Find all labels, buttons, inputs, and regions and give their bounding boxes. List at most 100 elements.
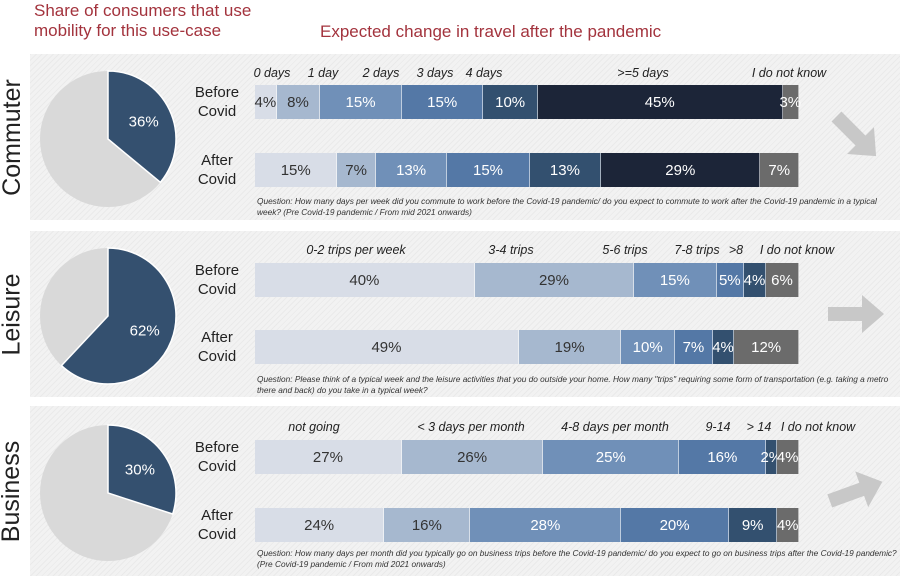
question-text: Question: How many days per month did yo… — [257, 548, 897, 569]
row-label-line: Before — [194, 439, 240, 456]
bar-value-label: 45% — [644, 93, 675, 111]
stacked-bar: 4% 8% 15% 15% 10% 45% 3% — [255, 85, 801, 119]
bar-segment: 13% — [375, 153, 448, 187]
bar-segment: 12% — [734, 330, 799, 364]
pie-value-label: 62% — [129, 322, 160, 340]
bar-value-label: 25% — [595, 448, 626, 466]
category-label: < 3 days per month — [417, 420, 525, 434]
bar-segment: 15% — [320, 85, 402, 119]
bar-value-label: 24% — [304, 516, 335, 534]
bar-value-label: 8% — [287, 93, 309, 111]
pie-slice-share — [60, 247, 177, 385]
category-label: 2 days — [362, 66, 400, 80]
bar-value-label: 3% — [779, 93, 802, 111]
bar-segment: 7% — [675, 330, 713, 364]
bar-segment: 10% — [621, 330, 676, 364]
category-label: > 14 — [746, 420, 772, 434]
pie-value-label: 36% — [128, 113, 159, 131]
bar-segment: 15% — [447, 153, 530, 187]
bar-value-label: 15% — [472, 161, 504, 179]
bar-segment: 40% — [255, 263, 475, 297]
bar-value-label: 20% — [659, 516, 690, 534]
row-label: After Covid — [188, 151, 246, 189]
category-label: >=5 days — [617, 66, 669, 80]
header-right-title: Expected change in travel after the pand… — [320, 22, 662, 41]
row-label: After Covid — [188, 328, 246, 366]
trend-arrow-icon — [831, 111, 877, 157]
bar-value-label: 15% — [345, 93, 376, 111]
bar-segment: 3% — [779, 85, 801, 119]
bar-value-label: 2% — [760, 448, 783, 466]
stacked-bar: 27% 26% 25% 16% 2% 4% — [255, 440, 799, 474]
stacked-bar: 15% 7% 13% 15% 13% 29% 7% — [255, 153, 799, 187]
header-left-title: Share of consumers that use mobility for… — [34, 1, 284, 41]
row-label: After Covid — [188, 506, 246, 544]
category-label: I do not know — [759, 243, 835, 257]
pie-chart — [40, 424, 177, 561]
category-label: 4 days — [465, 66, 503, 80]
bar-value-label: 15% — [280, 161, 311, 179]
pie-slice-share — [107, 70, 177, 184]
row-label-line: After — [201, 152, 233, 169]
category-label: 7-8 trips — [674, 243, 720, 257]
bar-segment: 28% — [470, 508, 622, 542]
bar-segment: 8% — [276, 85, 321, 119]
row-label: Before Covid — [188, 83, 246, 121]
bar-value-label: 6% — [771, 271, 793, 289]
bar-segment: 16% — [384, 508, 471, 542]
bar-value-label: 4% — [776, 516, 799, 534]
bar-segment: 16% — [679, 440, 767, 474]
bar-segment: 29% — [601, 153, 761, 187]
category-label: 1 day — [307, 66, 339, 80]
header-left-line2: mobility for this use-case — [34, 21, 222, 40]
category-label: 5-6 trips — [602, 243, 648, 257]
row-label: Before Covid — [188, 261, 246, 299]
row-label-line: After — [201, 329, 233, 346]
bar-value-label: 7% — [768, 161, 791, 179]
bar-segment: 7% — [337, 153, 376, 187]
bar-value-label: 26% — [457, 448, 488, 466]
bar-segment: 4% — [777, 508, 799, 542]
bar-segment: 25% — [543, 440, 680, 474]
bar-segment: 15% — [401, 85, 484, 119]
stacked-bar: 24% 16% 28% 20% 9% 4% — [255, 508, 799, 542]
bar-value-label: 15% — [659, 271, 690, 289]
bar-value-label: 29% — [538, 271, 569, 289]
bar-value-label: 49% — [371, 338, 402, 356]
bar-value-label: 10% — [632, 338, 663, 356]
section-label-text: Commuter — [0, 78, 26, 196]
section-panel — [30, 54, 900, 220]
category-label: I do not know — [780, 420, 856, 434]
bar-segment: 5% — [716, 263, 745, 297]
row-label-line: Covid — [197, 458, 237, 475]
bar-value-label: 7% — [345, 161, 367, 179]
row-label-line: Covid — [197, 526, 237, 543]
section-label-text: Leisure — [0, 273, 26, 355]
bar-segment: 15% — [634, 263, 717, 297]
category-label: 0-2 trips per week — [306, 243, 406, 257]
bar-value-label: 16% — [707, 448, 738, 466]
bar-value-label: 7% — [682, 338, 705, 356]
bar-segment: 4% — [255, 85, 277, 119]
bar-segment: 27% — [255, 440, 402, 474]
bar-segment: 24% — [255, 508, 385, 542]
pie-chart — [40, 70, 177, 207]
bar-segment: 4% — [777, 440, 799, 474]
row-label-line: Covid — [197, 281, 237, 298]
bar-segment: 4% — [744, 263, 766, 297]
category-label: 3-4 trips — [488, 243, 534, 257]
bar-value-label: 5% — [718, 271, 741, 289]
row-label: Before Covid — [188, 438, 246, 476]
header-left-line1: Share of consumers that use — [34, 1, 252, 20]
bar-value-label: 16% — [411, 516, 442, 534]
bar-segment: 6% — [766, 263, 799, 297]
bar-value-label: 4% — [254, 93, 277, 111]
row-label-line: Before — [194, 84, 240, 101]
stacked-bar: 40% 29% 15% 5% 4% 6% — [255, 263, 799, 297]
bar-value-label: 27% — [312, 448, 343, 466]
pie-chart — [40, 247, 177, 385]
question-text: Question: How many days per week did you… — [257, 196, 877, 217]
bar-value-label: 29% — [665, 161, 696, 179]
bar-value-label: 19% — [554, 338, 585, 356]
row-label-line: Covid — [197, 103, 237, 120]
